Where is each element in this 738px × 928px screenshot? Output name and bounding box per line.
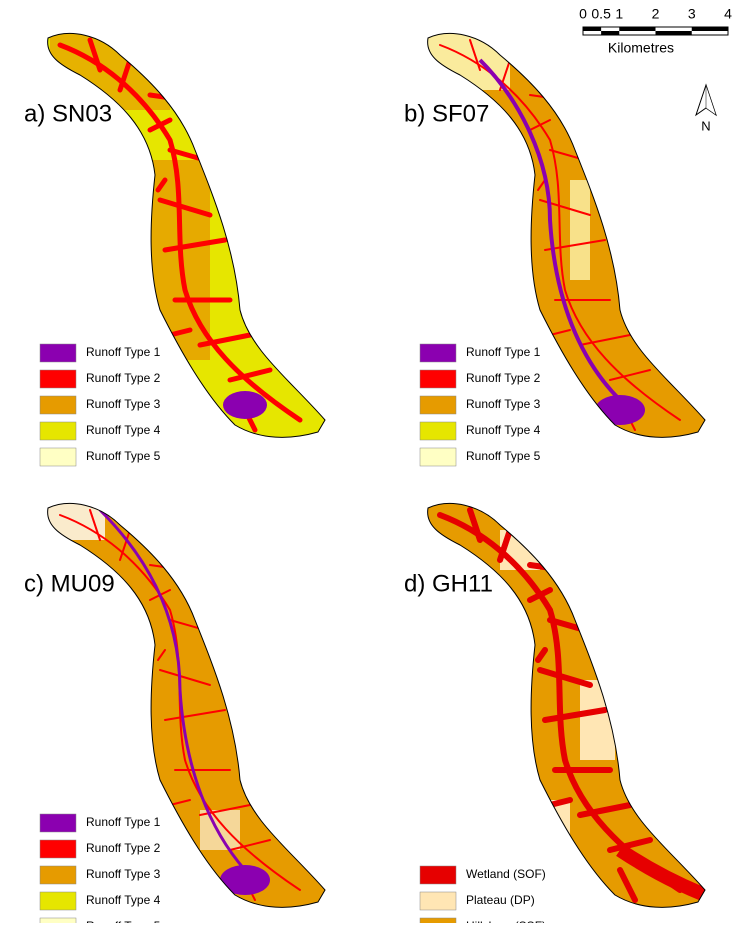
legend-swatch: [420, 866, 456, 884]
map-panel: [428, 503, 705, 907]
scale-unit: Kilometres: [608, 40, 674, 56]
legend-label: Runoff Type 1: [86, 345, 161, 359]
legend-swatch: [420, 892, 456, 910]
legend-swatch: [40, 840, 76, 858]
legend-swatch: [420, 370, 456, 388]
panel-label: c) MU09: [24, 570, 115, 597]
legend-label: Runoff Type 4: [466, 423, 541, 437]
legend-swatch: [420, 448, 456, 466]
legend-swatch: [420, 422, 456, 440]
scale-tick-label: 2: [652, 6, 660, 22]
scale-tick-label: 1: [615, 6, 623, 22]
scale-bar-segment: [619, 27, 655, 31]
legend-swatch: [40, 422, 76, 440]
legend-label: Runoff Type 5: [86, 449, 161, 463]
legend-swatch: [420, 344, 456, 362]
legend-swatch: [40, 370, 76, 388]
legend-swatch: [40, 344, 76, 362]
scale-bar-segment: [601, 31, 619, 35]
north-arrow: N: [696, 85, 716, 133]
legend-swatch: [40, 448, 76, 466]
legend-label: Runoff Type 5: [86, 919, 161, 923]
legend-label: Runoff Type 3: [86, 867, 161, 881]
legend-label: Runoff Type 1: [466, 345, 541, 359]
panel-label: a) SN03: [24, 100, 112, 127]
legend-label: Runoff Type 5: [466, 449, 541, 463]
legend-label: Hillslope (SSF): [466, 919, 546, 923]
panel-label: b) SF07: [404, 100, 489, 127]
scale-tick-label: 0.5: [591, 6, 611, 22]
legend-swatch: [40, 866, 76, 884]
legend-swatch: [420, 396, 456, 414]
north-label: N: [701, 118, 710, 133]
figure: N Kilometres a) SN03 Runoff Type 1 Runoff …: [0, 0, 738, 923]
legend-swatch: [420, 918, 456, 923]
scale-bar-segment: [692, 27, 728, 31]
legend-label: Runoff Type 4: [86, 893, 161, 907]
legend-label: Runoff Type 3: [86, 397, 161, 411]
legend-swatch: [40, 396, 76, 414]
legend-swatch: [40, 814, 76, 832]
legend-label: Runoff Type 4: [86, 423, 161, 437]
panel-label: d) GH11: [404, 570, 493, 597]
map-panel: [420, 30, 705, 437]
scale-bar-segment: [656, 31, 692, 35]
scale-tick-label: 3: [688, 6, 696, 22]
legend-label: Wetland (SOF): [466, 867, 546, 881]
legend-swatch: [40, 892, 76, 910]
legend-label: Runoff Type 1: [86, 815, 161, 829]
legend-label: Plateau (DP): [466, 893, 535, 907]
legend-label: Runoff Type 3: [466, 397, 541, 411]
legend-label: Runoff Type 2: [86, 371, 161, 385]
scale-bar-segment: [583, 27, 601, 31]
scale-tick-label: 4: [724, 6, 732, 22]
legend-swatch: [40, 918, 76, 923]
legend-label: Runoff Type 2: [86, 841, 161, 855]
legend-label: Runoff Type 2: [466, 371, 541, 385]
scale-tick-label: 0: [579, 6, 587, 22]
